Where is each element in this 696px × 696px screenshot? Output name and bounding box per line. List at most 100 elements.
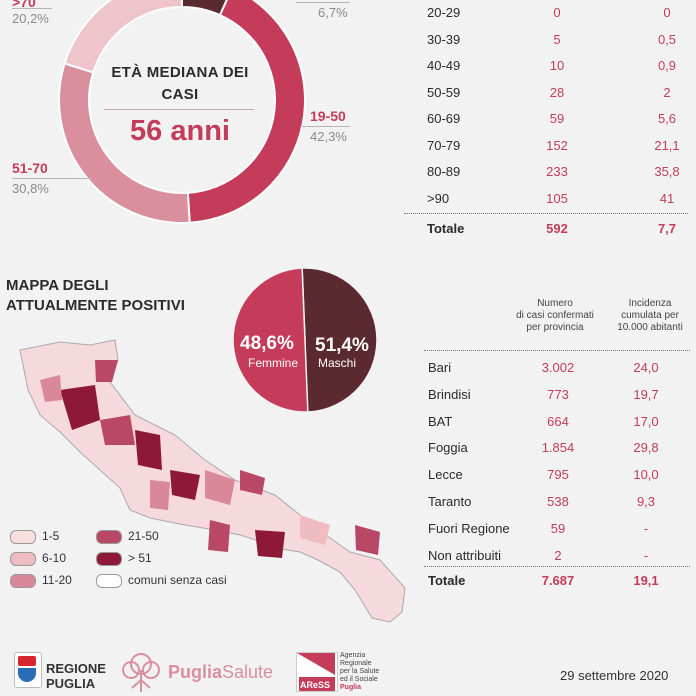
female-slice [232,268,309,413]
legend-label: 11-20 [42,573,72,587]
age-pct-51-70: 30,8% [12,181,49,196]
legend-label: > 51 [128,551,152,565]
province-rate: - [643,547,649,563]
map-title-line2: ATTUALMENTE POSITIVI [6,297,185,314]
legend-label: 6-10 [42,551,67,565]
municipality-area [208,520,230,552]
donut-slice [186,0,306,224]
province-cases: 795 [547,467,569,483]
aress-desc-line: ed il Sociale [340,676,378,683]
puglia-map [19,339,406,623]
province-name: BAT [428,413,453,429]
median-divider [104,109,254,110]
median-age-value: 56 anni [130,115,230,147]
leader-line [12,8,52,9]
age-group: 70-79 [427,137,461,153]
header-line: Numero [537,298,573,309]
leader-line [300,126,350,127]
age-cases: 105 [546,190,568,206]
regione-puglia-logo-text: REGIONE PUGLIA [46,661,106,691]
age-cases: 10 [549,58,565,73]
province-row: Brindisi 773 19,7 [428,381,690,408]
total-rate: 19,1 [633,573,659,588]
province-row: Non attribuiti 2 - [428,542,690,569]
municipality-area [95,360,118,382]
municipality-area [40,375,62,402]
municipality-area [240,470,265,495]
province-col2-header: Numero di casi confermati per provincia [500,298,610,334]
age-label-19-50: 19-50 [310,108,346,124]
age-table-row: 50-59 28 2 [427,80,696,106]
aress-desc-line: per la Salute [340,668,380,675]
age-cases: 59 [549,111,565,126]
female-label: Femmine [248,356,299,370]
age-table-row: 40-49 10 0,9 [427,53,696,79]
regione-coat-of-arms-icon [14,652,42,688]
province-row: Fuori Regione 59 - [428,515,690,542]
province-cases: 3.002 [541,360,575,375]
male-slice [300,268,378,413]
table-divider [424,350,690,351]
legend-label: 21-50 [128,529,159,543]
female-pct: 48,6% [240,333,294,354]
province-name: Brindisi [428,386,471,402]
aress-desc-line: Agenzia [340,652,366,659]
age-cases: 5 [553,31,561,47]
aress-text: AReSS [300,680,331,690]
age-rate: 2 [663,84,671,100]
province-name: Foggia [428,440,468,456]
province-name: Non attribuiti [428,547,501,563]
leader-line [296,2,350,3]
municipality-area [205,470,235,505]
age-group: 20-29 [427,5,461,20]
age-table-row: 60-69 59 5,6 [427,106,696,132]
province-cases: 59 [550,520,566,536]
age-group: 80-89 [427,164,461,179]
province-rate: 19,7 [633,386,659,402]
age-rate: 0,9 [657,58,677,73]
age-label-over70: >70 [12,0,36,10]
legend-swatch [10,574,36,588]
province-row: Taranto 538 9,3 [428,488,690,515]
province-name: Taranto [428,494,472,509]
province-cases: 1.854 [541,440,575,456]
donut-slice [63,0,183,74]
province-rate: - [643,520,649,536]
age-group: >90 [427,190,450,206]
province-rate: 17,0 [633,413,659,429]
province-cases: 2 [554,547,562,563]
age-table-total-row: Totale 592 7,7 [427,216,696,242]
legend-label: comuni senza casi [128,573,227,587]
municipality-area [355,525,380,555]
province-rate: 24,0 [633,360,659,375]
municipality-area [100,415,135,445]
gender-pie-chart [232,268,378,413]
province-rate: 10,0 [633,467,659,483]
header-line: 10.000 abitanti [617,322,683,333]
header-line: di casi confermati [516,310,594,321]
age-rate: 0,5 [657,31,677,47]
age-group: 60-69 [427,111,461,126]
male-label: Maschi [318,356,357,370]
province-cases: 773 [547,386,569,402]
logo-puglia: Puglia [168,662,223,682]
age-rate: 21,1 [654,137,680,153]
province-cases: 664 [547,413,569,429]
puglia-salute-tree-icon [122,653,160,692]
municipality-area [60,385,100,430]
province-name: Bari [428,360,452,375]
total-cases: 592 [546,221,568,236]
age-table-row: 20-29 0 0 [427,0,696,26]
leader-line [12,178,92,179]
report-date: 29 settembre 2020 [560,668,669,683]
age-table-row: 30-39 5 0,5 [427,27,696,53]
aress-description: Agenzia Regionale per la Salute ed il So… [340,652,379,692]
province-name: Fuori Regione [428,520,510,536]
province-col3-header: Incidenza cumulata per 10.000 abitanti [605,298,695,334]
total-label: Totale [427,221,465,236]
province-cases: 538 [547,494,569,509]
age-table-row: 80-89 233 35,8 [427,159,696,185]
province-row: Foggia 1.854 29,8 [428,434,690,461]
municipality-area [255,530,285,558]
age-rate: 41 [659,190,675,206]
